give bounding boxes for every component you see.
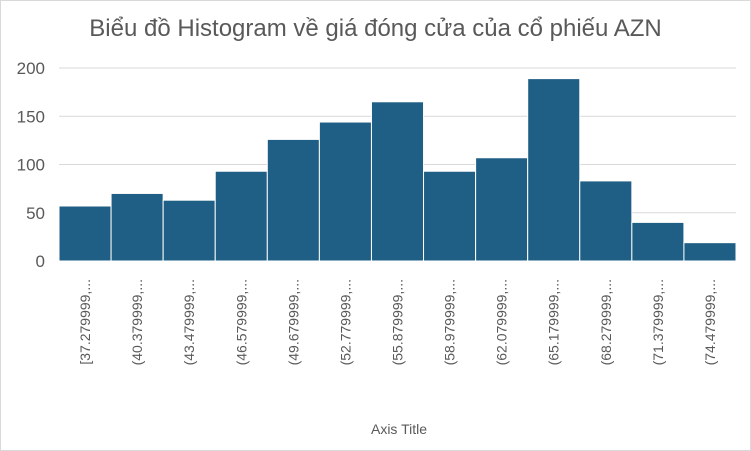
x-tick-label: (62.079999,... xyxy=(494,279,510,365)
x-tick-label: (49.679999,... xyxy=(285,279,301,365)
x-tick-label: (40.379999,... xyxy=(129,279,145,365)
histogram-bar xyxy=(370,101,425,262)
histogram-bar xyxy=(214,170,268,262)
x-tick-label: [37.279999,... xyxy=(77,279,93,365)
y-tick-labels: 0 50 100 150 200 xyxy=(17,59,45,271)
histogram-bar xyxy=(318,121,372,262)
histogram-bar xyxy=(58,205,112,262)
y-tick-label: 0 xyxy=(36,252,45,271)
histogram-bar xyxy=(683,242,737,262)
bars xyxy=(58,78,737,262)
x-axis-title: Axis Title xyxy=(371,421,427,437)
y-tick-label: 100 xyxy=(17,156,45,175)
x-tick-labels: [37.279999,... (40.379999,... (43.479999,.… xyxy=(77,279,718,365)
chart-title: Biểu đồ Histogram về giá đóng cửa của cổ… xyxy=(89,15,662,42)
x-tick-label: (65.179999,... xyxy=(546,279,562,365)
x-tick-label: (58.979999,... xyxy=(442,279,458,365)
histogram-bar xyxy=(631,221,685,262)
x-tick-label: (74.479999,... xyxy=(702,279,718,365)
histogram-bar xyxy=(527,78,581,262)
x-tick-label: (43.479999,... xyxy=(181,279,197,365)
x-tick-label: (52.779999,... xyxy=(337,279,353,365)
y-tick-label: 150 xyxy=(17,107,45,126)
histogram-bar xyxy=(579,180,633,262)
histogram-bar xyxy=(110,192,164,262)
x-tick-label: (55.879999,... xyxy=(390,279,406,365)
histogram-bar xyxy=(423,170,477,262)
histogram-bar xyxy=(475,157,529,262)
x-tick-label: (71.379999,... xyxy=(650,279,666,365)
histogram-bar xyxy=(162,199,216,262)
x-tick-label: (46.579999,... xyxy=(233,279,249,365)
x-tick-label: (68.279999,... xyxy=(598,279,614,365)
y-tick-label: 50 xyxy=(26,204,45,223)
y-tick-label: 200 xyxy=(17,59,45,78)
histogram-bar xyxy=(266,138,320,262)
